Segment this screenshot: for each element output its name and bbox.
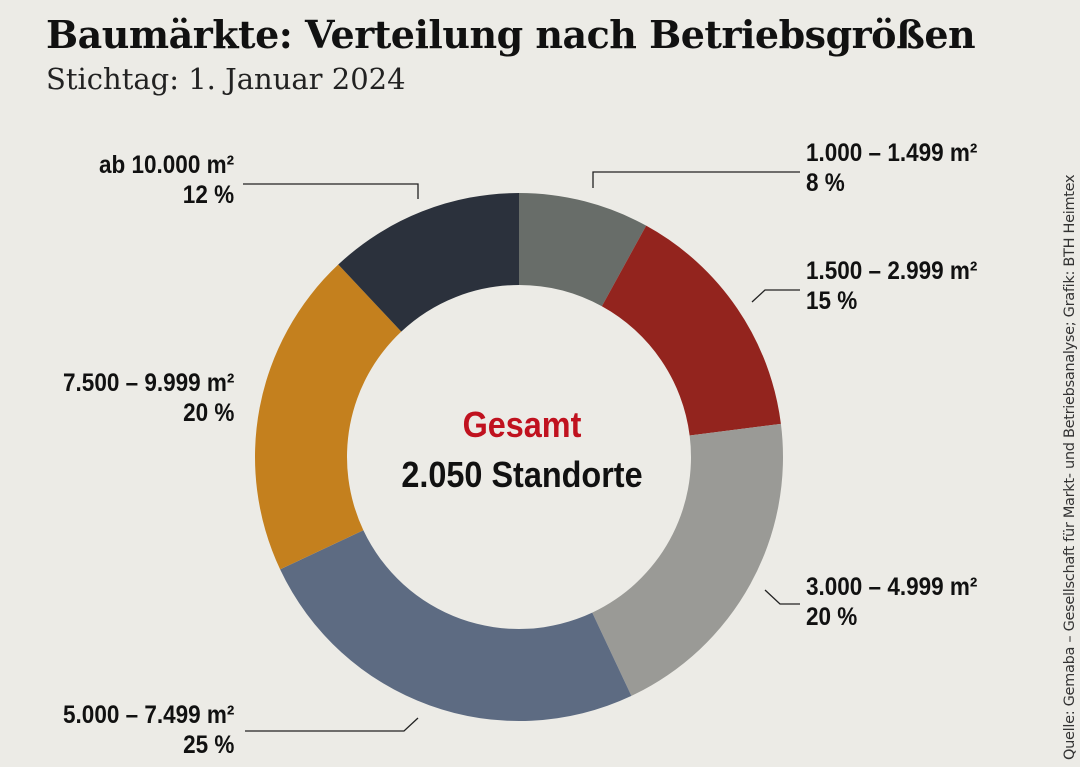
leader-line [764,589,800,605]
center-label: Gesamt [463,405,582,445]
slice-label-ab-10000: ab 10.000 m² 12 % [98,151,234,209]
slice-label-1000-1499: 1.000 – 1.499 m² 8 % [806,139,978,197]
donut-slice-2 [592,423,783,696]
donut-slice-0 [519,193,647,307]
donut-slice-4 [255,264,402,570]
slice-label-3000-4999: 3.000 – 4.999 m² 20 % [806,573,978,631]
slice-label-7500-9999: 7.500 – 9.999 m² 20 % [62,369,234,427]
slice-label-1500-2999: 1.500 – 2.999 m² 15 % [806,257,978,315]
donut-slice-1 [601,225,781,436]
center-value: 2.050 Standorte [401,455,642,495]
slice-label-5000-7499: 5.000 – 7.499 m² 25 % [62,701,234,759]
chart-title: Baumärkte: Verteilung nach Betriebsgröße… [46,12,976,57]
leader-line [751,289,800,303]
donut-slice-3 [280,530,632,721]
chart-subtitle: Stichtag: 1. Januar 2024 [46,62,406,96]
source-note: Quelle: Gemaba – Gesellschaft für Markt-… [1062,174,1078,760]
leader-line [245,717,419,732]
leader-line [243,183,419,199]
donut-slice-5 [338,193,519,332]
leader-line [592,171,800,188]
